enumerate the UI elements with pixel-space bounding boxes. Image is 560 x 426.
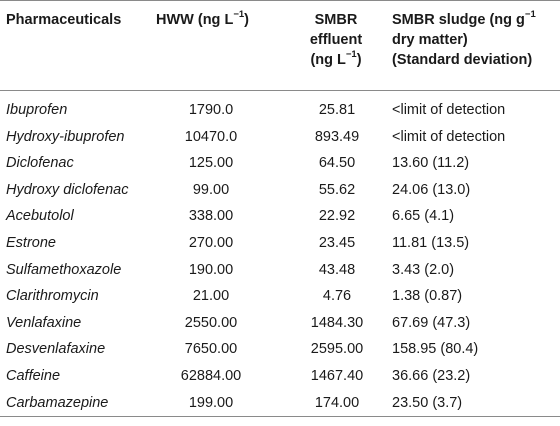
cell-hww: 10470.0 — [184, 128, 238, 145]
header-pharmaceuticals: Pharmaceuticals — [6, 12, 122, 28]
cell-hww: 7650.00 — [184, 341, 238, 358]
cell-smbr-effluent: 174.00 — [314, 394, 360, 411]
cell-hww: 62884.00 — [180, 367, 242, 384]
cell-smbr-effluent: 4.76 — [322, 288, 352, 305]
cell-hww: 1790.0 — [188, 102, 234, 118]
table-row: Caffeine 62884.00 1467.40 36.66 (23.2) — [0, 363, 560, 390]
cell-smbr-sludge: 1.38 (0.87) — [392, 288, 463, 305]
cell-hww: 125.00 — [188, 155, 234, 172]
cell-smbr-effluent: 2595.00 — [310, 341, 364, 358]
table-row: Carbamazepine 199.00 174.00 23.50 (3.7) — [0, 390, 560, 417]
cell-smbr-sludge: 158.95 (80.4) — [392, 341, 479, 358]
cell-smbr-sludge: 13.60 (11.2) — [392, 155, 470, 172]
cell-smbr-effluent: 23.45 — [318, 234, 356, 251]
table-row: Hydroxy-ibuprofen 10470.0 893.49 <limit of … — [0, 124, 560, 151]
cell-hww: 199.00 — [188, 394, 234, 411]
cell-smbr-effluent: 25.81 — [318, 102, 356, 118]
cell-smbr-sludge: 6.65 (4.1) — [392, 208, 455, 225]
table-row: Ibuprofen 1790.0 25.81 <limit of detection — [0, 97, 560, 124]
cell-pharmaceutical: Carbamazepine — [6, 394, 109, 411]
cell-smbr-sludge: 67.69 (47.3) — [392, 314, 471, 331]
cell-pharmaceutical: Estrone — [6, 234, 56, 251]
cell-smbr-sludge: <limit of detection — [392, 102, 506, 118]
cell-pharmaceutical: Ibuprofen — [6, 102, 68, 118]
table-row: Clarithromycin 21.00 4.76 1.38 (0.87) — [0, 283, 560, 310]
cell-smbr-effluent: 64.50 — [318, 155, 356, 172]
header-smbr-sludge: SMBR sludge (ng g−1 dry matter) (Standar… — [392, 9, 536, 68]
cell-smbr-effluent: 893.49 — [314, 128, 360, 145]
cell-pharmaceutical: Venlafaxine — [6, 314, 82, 331]
cell-smbr-sludge: 24.06 (13.0) — [392, 181, 471, 198]
table-body: Ibuprofen 1790.0 25.81 <limit of detection H… — [0, 97, 560, 416]
table-row: Venlafaxine 2550.00 1484.30 67.69 (47.3) — [0, 310, 560, 337]
table-bottom-rule — [0, 416, 560, 417]
cell-smbr-sludge: <limit of detection — [392, 128, 506, 145]
cell-smbr-sludge: 36.66 (23.2) — [392, 367, 471, 384]
cell-pharmaceutical: Acebutolol — [6, 208, 74, 225]
cell-smbr-sludge: 11.81 (13.5) — [392, 234, 470, 251]
cell-pharmaceutical: Clarithromycin — [6, 288, 99, 305]
cell-pharmaceutical: Diclofenac — [6, 155, 74, 172]
cell-smbr-effluent: 1467.40 — [310, 367, 364, 384]
cell-smbr-sludge: 23.50 (3.7) — [392, 394, 463, 411]
cell-smbr-effluent: 55.62 — [318, 181, 356, 198]
cell-hww: 99.00 — [192, 181, 230, 198]
table-row: Estrone 270.00 23.45 11.81 (13.5) — [0, 230, 560, 257]
table-row: Diclofenac 125.00 64.50 13.60 (11.2) — [0, 150, 560, 177]
cell-pharmaceutical: Caffeine — [6, 367, 61, 384]
cell-smbr-effluent: 22.92 — [318, 208, 356, 225]
cell-pharmaceutical: Hydroxy-ibuprofen — [6, 128, 125, 145]
cell-smbr-sludge: 3.43 (2.0) — [392, 261, 455, 278]
header-divider-rule — [0, 90, 560, 91]
cell-hww: 338.00 — [188, 208, 234, 225]
header-hww: HWW (ng L−1) — [156, 9, 249, 28]
cell-pharmaceutical: Sulfamethoxazole — [6, 261, 122, 278]
table-row: Sulfamethoxazole 190.00 43.48 3.43 (2.0) — [0, 257, 560, 284]
header-smbr-effluent: SMBR effluent (ng L−1) — [309, 12, 363, 68]
cell-hww: 2550.00 — [184, 314, 238, 331]
table-top-rule — [0, 0, 560, 1]
cell-hww: 270.00 — [188, 234, 234, 251]
table-row: Acebutolol 338.00 22.92 6.65 (4.1) — [0, 203, 560, 230]
cell-smbr-effluent: 1484.30 — [310, 314, 364, 331]
table-row: Hydroxy diclofenac 99.00 55.62 24.06 (13.0) — [0, 177, 560, 204]
table-header: Pharmaceuticals HWW (ng L−1) SMBR efflue… — [0, 0, 560, 90]
cell-pharmaceutical: Desvenlafaxine — [6, 341, 106, 358]
table-row: Desvenlafaxine 7650.00 2595.00 158.95 (80.4… — [0, 336, 560, 363]
cell-pharmaceutical: Hydroxy diclofenac — [6, 181, 129, 198]
cell-hww: 21.00 — [192, 288, 230, 305]
cell-hww: 190.00 — [188, 261, 234, 278]
cell-smbr-effluent: 43.48 — [318, 261, 356, 278]
